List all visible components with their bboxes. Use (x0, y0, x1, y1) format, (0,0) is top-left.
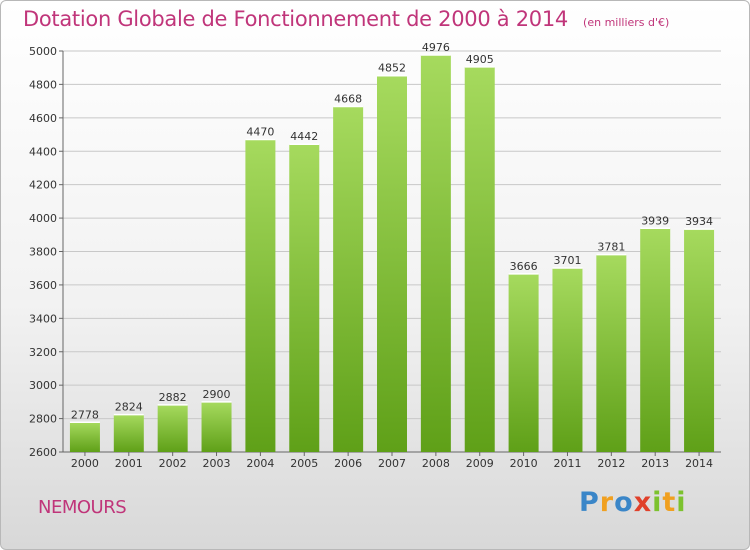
bar (201, 401, 232, 452)
y-tick-label: 3000 (29, 379, 57, 392)
bar (684, 229, 715, 452)
bar (113, 414, 144, 452)
y-tick-label: 2600 (29, 446, 57, 459)
y-tick-label: 3200 (29, 346, 57, 359)
data-label: 2778 (71, 408, 99, 421)
title-row: Dotation Globale de Fonctionnement de 20… (23, 7, 669, 31)
data-label: 4470 (246, 126, 274, 139)
data-label: 4852 (378, 62, 406, 75)
bar (596, 254, 627, 452)
x-tick-label: 2006 (334, 457, 362, 470)
x-tick-label: 2010 (510, 457, 538, 470)
data-label: 4442 (290, 130, 318, 143)
x-tick-label: 2008 (422, 457, 450, 470)
bar (245, 139, 276, 452)
x-tick-label: 2011 (553, 457, 581, 470)
data-labels: 2778 2824 2882 2900 4470 4442 4668 4852 4976 4905… (71, 41, 713, 421)
y-tick-label: 4000 (29, 212, 57, 225)
brand-letter: P (579, 487, 600, 518)
data-label: 4905 (466, 53, 494, 66)
x-tick-label: 2007 (378, 457, 406, 470)
x-tick-label: 2002 (159, 457, 187, 470)
y-tick-label: 4600 (29, 112, 57, 125)
chart-subtitle: (en milliers d'€) (583, 16, 670, 29)
y-tick-label: 3600 (29, 279, 57, 292)
brand-logo: Proxiti (579, 487, 687, 518)
y-tick-label: 2800 (29, 413, 57, 426)
place-name: NEMOURS (38, 497, 127, 518)
x-tick-label: 2009 (466, 457, 494, 470)
y-tick-label: 3800 (29, 246, 57, 259)
x-tick-label: 2001 (115, 457, 143, 470)
data-label: 4668 (334, 92, 362, 105)
bar (464, 66, 495, 452)
bar (640, 228, 671, 452)
x-tick-label: 2012 (597, 457, 625, 470)
data-label: 4976 (422, 41, 450, 54)
brand-letter: o (614, 487, 634, 518)
data-label: 2882 (159, 391, 187, 404)
y-tick-label: 3400 (29, 312, 57, 325)
data-label: 3666 (510, 260, 538, 273)
brand-letter: x (633, 487, 653, 518)
bar (377, 75, 407, 452)
x-tick-label: 2005 (290, 457, 318, 470)
data-label: 3934 (685, 215, 713, 228)
bar (289, 144, 320, 453)
y-tick-label: 5000 (29, 45, 57, 58)
x-tick-label: 2013 (641, 457, 669, 470)
y-tick-label: 4400 (29, 145, 57, 158)
x-tick-label: 2000 (71, 457, 99, 470)
bars (69, 54, 715, 453)
bar (157, 404, 188, 452)
brand-letter: i (676, 487, 687, 518)
data-label: 3701 (553, 254, 581, 267)
brand-letter: i (652, 487, 663, 518)
brand-letter: r (599, 487, 615, 518)
data-label: 2824 (115, 401, 143, 414)
brand-letter: t (662, 487, 677, 518)
axes: 2600 2800 3000 3200 3400 3600 3800 4000 4200 4400… (29, 45, 721, 470)
bar (333, 106, 364, 452)
data-label: 3781 (597, 241, 625, 254)
x-tick-label: 2003 (203, 457, 231, 470)
data-label: 3939 (641, 214, 669, 227)
bar (420, 55, 451, 452)
chart-title: Dotation Globale de Fonctionnement de 20… (23, 7, 568, 31)
x-tick-label: 2004 (246, 457, 274, 470)
x-tick-label: 2014 (685, 457, 713, 470)
y-tick-label: 4800 (29, 78, 57, 91)
data-label: 2900 (203, 388, 231, 401)
y-tick-label: 4200 (29, 179, 57, 192)
bar (552, 268, 583, 452)
bar (69, 422, 100, 452)
bar (508, 273, 539, 452)
